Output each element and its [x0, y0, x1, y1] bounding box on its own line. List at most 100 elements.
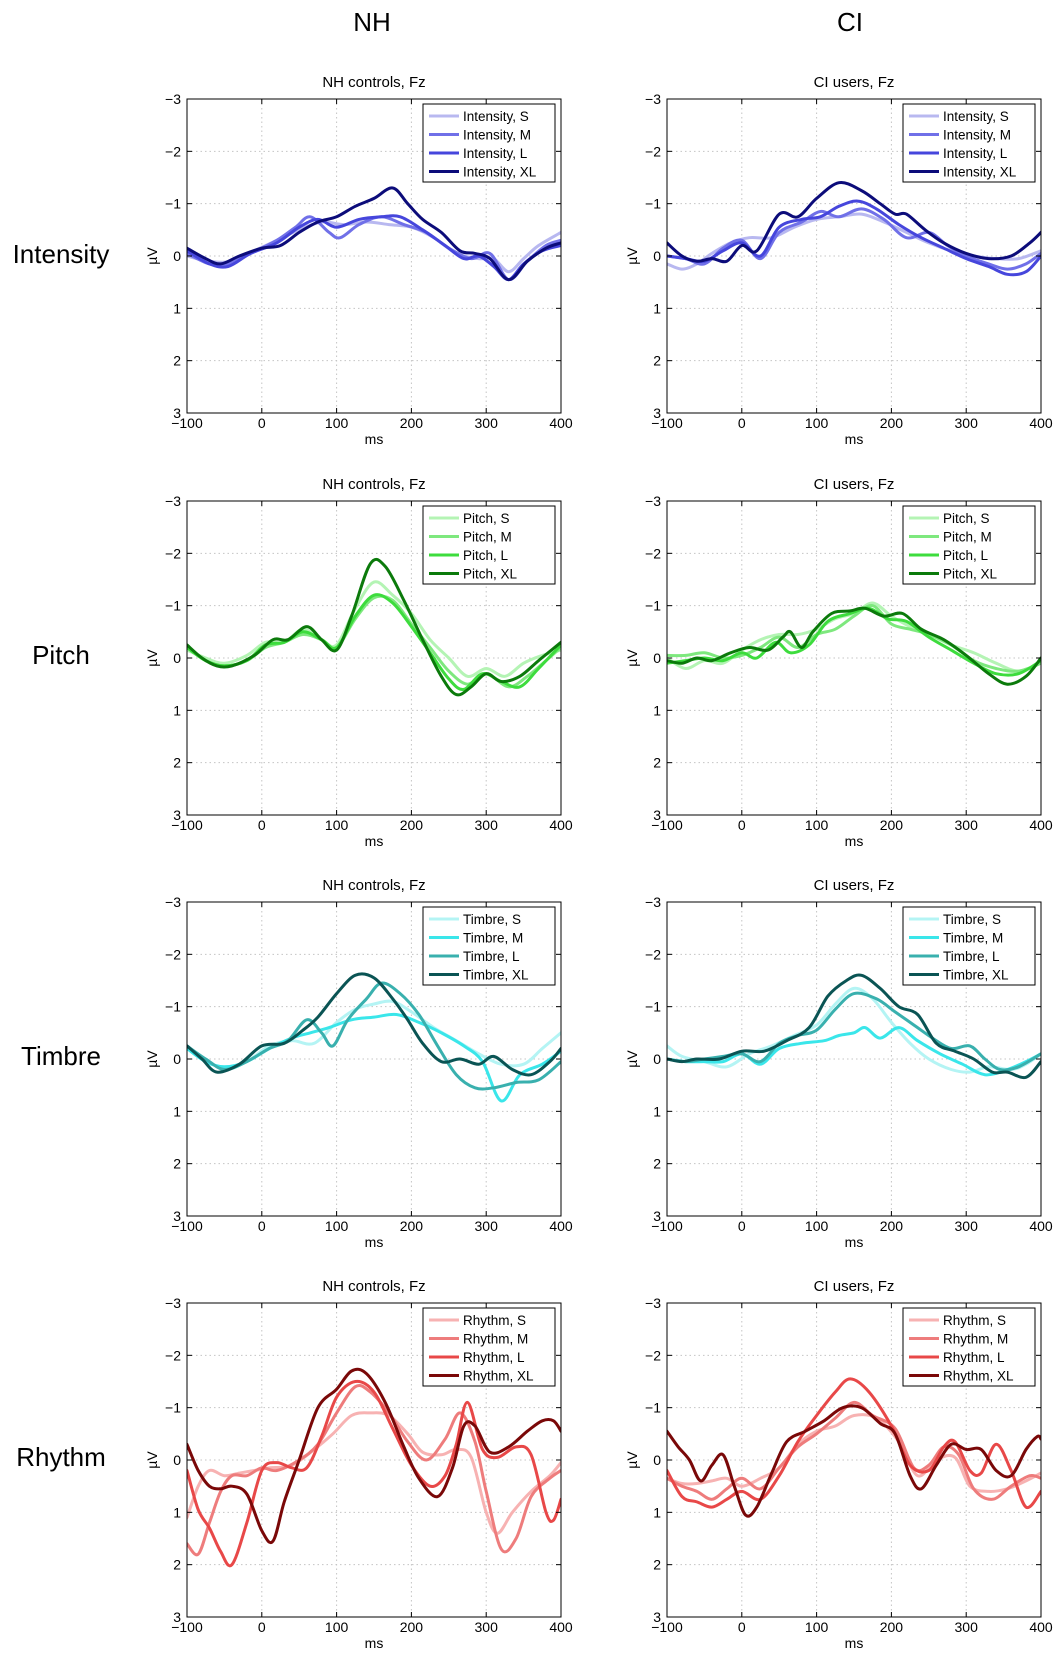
legend: Rhythm, S Rhythm, M Rhythm, L Rhythm, XL — [902, 1307, 1036, 1387]
legend-label: Rhythm, L — [463, 1350, 525, 1365]
x-tick-label: −100 — [651, 1218, 683, 1234]
legend-label: Timbre, L — [943, 949, 1000, 964]
series-line — [187, 186, 561, 282]
x-tick-label: 400 — [549, 817, 573, 833]
series-line — [667, 606, 1041, 686]
legend-label: Timbre, S — [463, 912, 521, 927]
y-tick-label: 1 — [653, 702, 661, 718]
series-line — [667, 1404, 1041, 1518]
legend-label: Rhythm, M — [463, 1332, 528, 1347]
series-line — [187, 972, 561, 1077]
legend: Timbre, S Timbre, M Timbre, L Timbre, XL — [902, 906, 1036, 986]
legend-label: Timbre, XL — [463, 968, 529, 983]
series-line — [667, 1413, 1041, 1493]
legend-label: Intensity, XL — [463, 165, 537, 180]
panel-title: NH controls, Fz — [322, 74, 425, 91]
y-tick-label: −2 — [645, 545, 661, 561]
series-line — [667, 181, 1041, 264]
y-axis-label: µV — [144, 247, 160, 265]
panel-6: −100 0 100 200 300 400 −3 −2 −1 0 1 2 3 CI users, Fz m… — [624, 877, 1053, 1250]
y-tick-label: −1 — [165, 999, 181, 1015]
x-tick-label: 200 — [880, 817, 904, 833]
y-tick-label: −3 — [645, 894, 661, 910]
y-tick-label: 2 — [173, 353, 181, 369]
legend-label: Timbre, M — [943, 931, 1003, 946]
legend-label: Timbre, S — [943, 912, 1001, 927]
y-tick-label: 1 — [173, 1103, 181, 1119]
x-axis-label: ms — [845, 431, 864, 447]
row-title-pitch: Pitch — [32, 640, 90, 670]
x-tick-label: 200 — [400, 415, 424, 431]
series-line — [667, 606, 1041, 677]
legend-label: Intensity, S — [943, 109, 1009, 124]
y-tick-label: −1 — [645, 999, 661, 1015]
series-line — [187, 580, 561, 678]
x-tick-label: 0 — [738, 415, 746, 431]
legend: Pitch, S Pitch, M Pitch, L Pitch, XL — [902, 505, 1036, 585]
x-tick-label: 100 — [805, 1218, 829, 1234]
y-tick-label: −1 — [645, 196, 661, 212]
x-tick-label: 400 — [1029, 415, 1053, 431]
series-line — [667, 973, 1041, 1080]
y-tick-label: 2 — [653, 353, 661, 369]
panel-1: −100 0 100 200 300 400 −3 −2 −1 0 1 2 3 NH controls, … — [144, 74, 573, 447]
x-axis-label: ms — [365, 1234, 384, 1250]
y-tick-label: 2 — [653, 755, 661, 771]
y-tick-label: −1 — [645, 1400, 661, 1416]
x-tick-label: 200 — [400, 817, 424, 833]
x-tick-label: −100 — [171, 1619, 203, 1635]
y-tick-label: 0 — [173, 1452, 181, 1468]
x-tick-label: 0 — [258, 1218, 266, 1234]
x-tick-label: 400 — [1029, 817, 1053, 833]
y-tick-label: 2 — [173, 1156, 181, 1172]
y-tick-label: 3 — [653, 807, 661, 823]
x-tick-label: 300 — [955, 1619, 979, 1635]
series-group — [187, 557, 561, 697]
y-tick-label: 0 — [653, 248, 661, 264]
column-title-ci: CI — [837, 7, 863, 37]
panel-title: CI users, Fz — [814, 877, 895, 894]
legend-label: Rhythm, L — [943, 1350, 1005, 1365]
y-tick-label: −3 — [165, 493, 181, 509]
x-tick-label: 300 — [475, 1218, 499, 1234]
y-tick-label: 3 — [653, 405, 661, 421]
x-tick-label: 0 — [258, 1619, 266, 1635]
x-tick-label: 100 — [325, 1218, 349, 1234]
panel-4: −100 0 100 200 300 400 −3 −2 −1 0 1 2 3 CI users, Fz m… — [624, 476, 1053, 849]
series-line — [187, 1367, 561, 1545]
y-tick-label: 1 — [173, 702, 181, 718]
legend-label: Intensity, S — [463, 109, 529, 124]
series-line — [187, 557, 561, 697]
x-tick-label: 100 — [805, 1619, 829, 1635]
panel-title: CI users, Fz — [814, 476, 895, 493]
x-tick-label: 400 — [1029, 1218, 1053, 1234]
x-axis-label: ms — [845, 1635, 864, 1651]
series-line — [667, 1377, 1041, 1510]
y-tick-label: 2 — [653, 1557, 661, 1573]
series-line — [187, 1379, 561, 1568]
x-tick-label: 300 — [475, 415, 499, 431]
y-axis-label: µV — [624, 1050, 640, 1068]
legend: Timbre, S Timbre, M Timbre, L Timbre, XL — [422, 906, 556, 986]
y-tick-label: 3 — [173, 1208, 181, 1224]
x-tick-label: 300 — [475, 1619, 499, 1635]
y-tick-label: −3 — [645, 493, 661, 509]
legend-label: Pitch, XL — [943, 567, 998, 582]
y-tick-label: −2 — [165, 143, 181, 159]
y-tick-label: 0 — [173, 650, 181, 666]
series-line — [187, 981, 561, 1091]
series-group — [667, 181, 1041, 277]
x-tick-label: 200 — [880, 1218, 904, 1234]
y-tick-label: 3 — [653, 1208, 661, 1224]
series-line — [187, 1411, 561, 1535]
series-line — [187, 1383, 561, 1557]
series-group — [667, 1377, 1041, 1518]
x-tick-label: 100 — [805, 817, 829, 833]
legend-label: Intensity, M — [463, 128, 531, 143]
y-axis-label: µV — [624, 649, 640, 667]
panel-5: −100 0 100 200 300 400 −3 −2 −1 0 1 2 3 NH controls, … — [144, 877, 573, 1250]
legend-label: Intensity, L — [943, 146, 1008, 161]
legend-label: Timbre, M — [463, 931, 523, 946]
y-tick-label: 1 — [173, 1504, 181, 1520]
legend-label: Pitch, M — [463, 530, 512, 545]
